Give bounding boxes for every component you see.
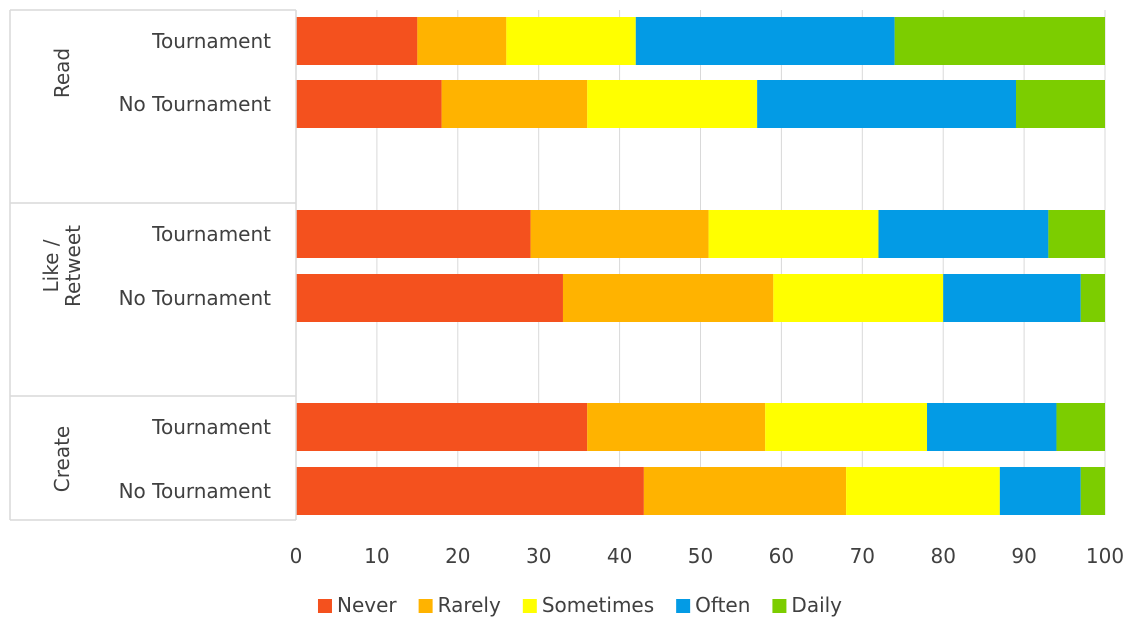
x-tick-label: 30 — [526, 544, 551, 568]
bar-segment-sometimes-1 — [506, 17, 636, 65]
legend-swatch — [676, 599, 691, 613]
group-label: Like /Retweet — [39, 225, 85, 307]
bar-segment-sometimes-5 — [765, 403, 928, 451]
legend-item-daily: Daily — [772, 593, 842, 617]
axes: 0 10 20 30 40 50 60 70 80 90 100 — [9, 9, 1124, 568]
bar-segment-never-2 — [296, 80, 442, 128]
bar-segment-often-5 — [927, 403, 1057, 451]
bar-segment-often-3 — [878, 210, 1049, 258]
x-tick-label: 10 — [364, 544, 389, 568]
group-label: Read — [50, 48, 74, 98]
legend-label: Often — [695, 593, 750, 617]
legend-label: Never — [337, 593, 397, 617]
legend-swatch — [522, 599, 537, 613]
bar-segment-daily-3 — [1048, 210, 1105, 258]
legend-item-rarely: Rarely — [418, 593, 501, 617]
legend-label: Sometimes — [542, 593, 654, 617]
bar-segment-rarely-3 — [530, 210, 709, 258]
bar-segment-sometimes-4 — [773, 274, 944, 322]
bar-segment-often-6 — [999, 467, 1081, 515]
x-tick-label: 90 — [1011, 544, 1036, 568]
x-tick-label: 80 — [930, 544, 955, 568]
legend: Never Rarely Sometimes Often Daily — [317, 593, 842, 617]
bar-segment-sometimes-6 — [846, 467, 1000, 515]
bar-segment-rarely-4 — [562, 274, 774, 322]
bar-segment-never-6 — [296, 467, 644, 515]
category-label: No Tournament — [119, 479, 272, 503]
x-tick-label: 0 — [290, 544, 303, 568]
x-tick-label: 40 — [607, 544, 632, 568]
bar-segment-rarely-5 — [587, 403, 766, 451]
category-label: Tournament — [151, 415, 271, 439]
bar-segment-often-1 — [635, 17, 895, 65]
bars — [296, 17, 1105, 515]
category-label: Tournament — [151, 29, 271, 53]
x-tick-label: 70 — [850, 544, 875, 568]
bar-segment-daily-5 — [1056, 403, 1105, 451]
bar-segment-daily-2 — [1016, 80, 1105, 128]
bar-segment-rarely-1 — [417, 17, 507, 65]
bar-segment-sometimes-3 — [708, 210, 879, 258]
x-tick-label: 60 — [769, 544, 794, 568]
x-tick-label: 100 — [1086, 544, 1124, 568]
x-tick-label: 20 — [445, 544, 470, 568]
legend-item-never: Never — [317, 593, 397, 617]
bar-segment-never-5 — [296, 403, 588, 451]
category-labels: Tournament No Tournament Tournament No Tour… — [39, 29, 271, 503]
legend-swatch — [317, 599, 332, 613]
legend-label: Daily — [791, 593, 842, 617]
category-label: Tournament — [151, 222, 271, 246]
bar-segment-never-4 — [296, 274, 563, 322]
category-label: No Tournament — [119, 92, 272, 116]
bar-segment-sometimes-2 — [587, 80, 758, 128]
legend-swatch — [772, 599, 787, 613]
group-label: Create — [50, 426, 74, 492]
bar-segment-daily-4 — [1080, 274, 1105, 322]
x-tick-label: 50 — [688, 544, 713, 568]
category-label: No Tournament — [119, 286, 272, 310]
legend-item-often: Often — [676, 593, 750, 617]
bar-segment-rarely-6 — [643, 467, 847, 515]
legend-swatch — [418, 599, 433, 613]
bar-segment-rarely-2 — [441, 80, 588, 128]
legend-item-sometimes: Sometimes — [522, 593, 654, 617]
bar-segment-daily-6 — [1080, 467, 1105, 515]
bar-segment-never-3 — [296, 210, 531, 258]
legend-label: Rarely — [438, 593, 501, 617]
bar-segment-never-1 — [296, 17, 418, 65]
bar-segment-often-2 — [757, 80, 1017, 128]
bar-segment-daily-1 — [894, 17, 1105, 65]
bar-segment-often-4 — [943, 274, 1081, 322]
